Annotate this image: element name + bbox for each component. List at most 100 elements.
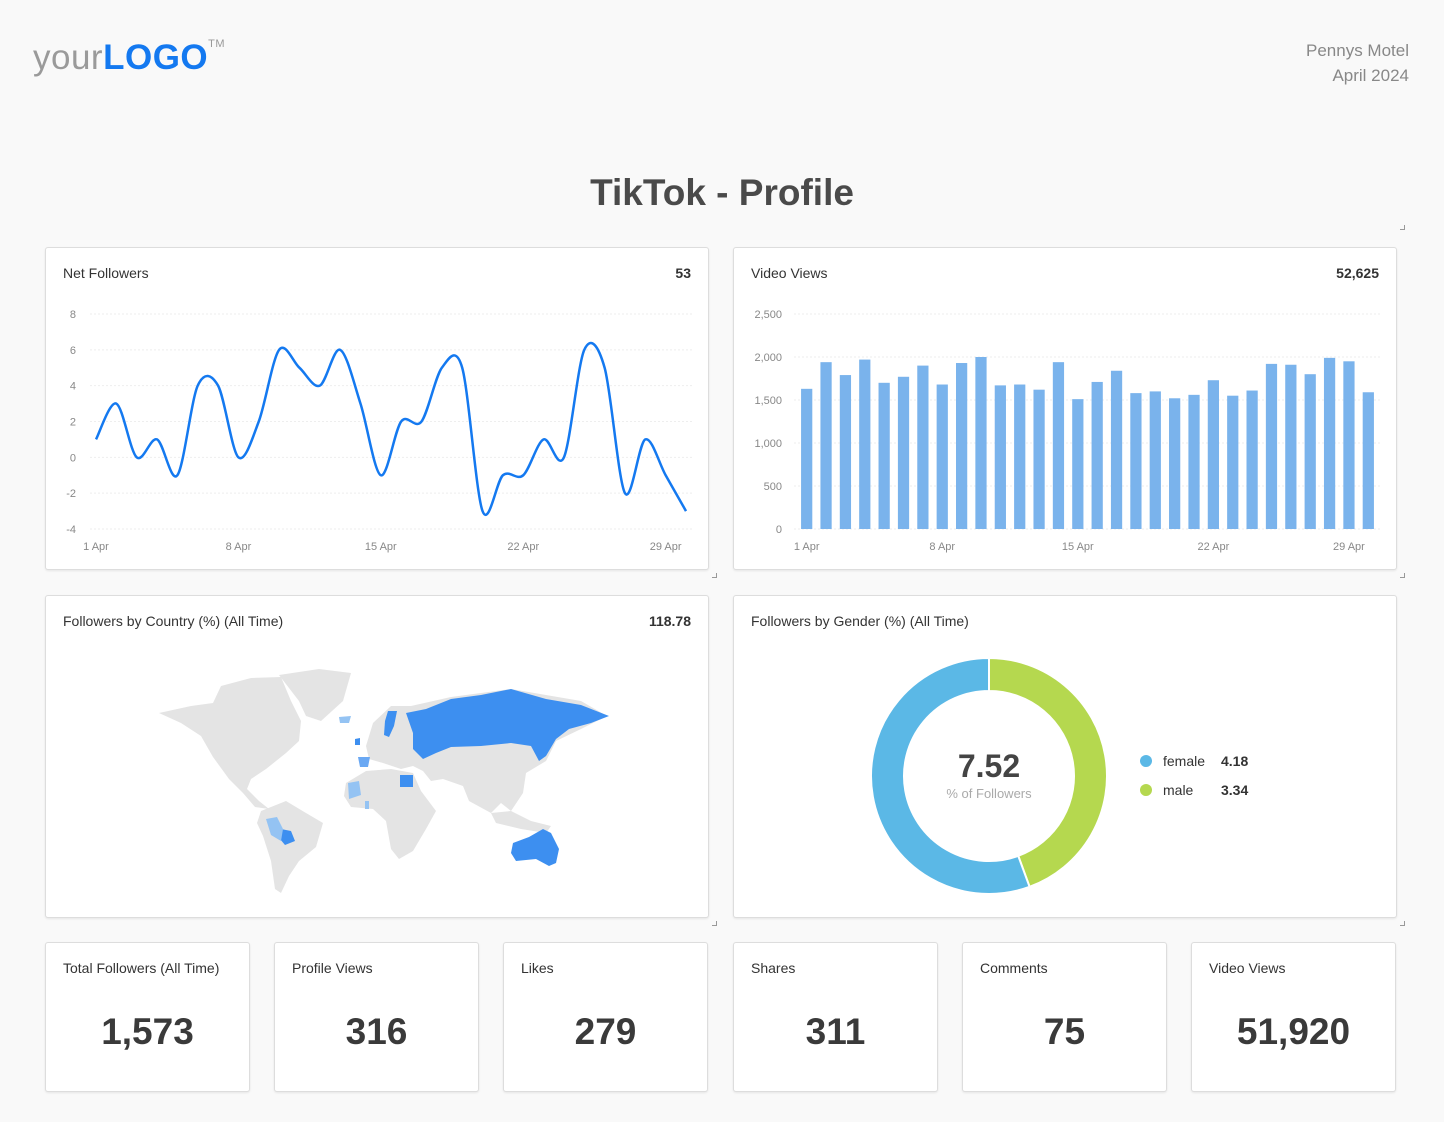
legend-value: 4.18 — [1221, 753, 1248, 769]
legend-dot-male — [1140, 784, 1152, 796]
logo: yourLOGOTM — [33, 38, 225, 78]
bar — [897, 376, 910, 529]
x-tick-label: 22 Apr — [1197, 541, 1229, 553]
map-greenland[interactable] — [279, 669, 351, 721]
kpi-value: 1,573 — [101, 1011, 194, 1052]
kpi-label: Video Views — [1209, 960, 1286, 976]
resize-handle[interactable] — [712, 573, 717, 578]
country-card: Followers by Country (%) (All Time) 118.… — [45, 595, 709, 918]
kpi-label: Profile Views — [292, 960, 373, 976]
gender-donut-chart: female 4.18 male 3.34 — [870, 656, 1248, 895]
y-tick-label: 6 — [70, 345, 76, 357]
x-tick-label: 29 Apr — [650, 541, 682, 553]
x-tick-label: 29 Apr — [1333, 541, 1365, 553]
video-views-chart: 2,500 2,000 1,500 1,000 500 0 1 Apr 8 Apr 15 Apr… — [754, 309, 1380, 553]
x-tick-label: 8 Apr — [929, 541, 955, 553]
card-total: 118.78 — [648, 613, 691, 629]
map-uk[interactable] — [355, 738, 360, 745]
bar — [1304, 374, 1316, 529]
bar — [1265, 363, 1278, 529]
map-iceland[interactable] — [339, 716, 351, 723]
y-tick-label: 2 — [70, 417, 76, 429]
bar — [859, 359, 871, 529]
bar — [1033, 389, 1045, 529]
bar — [801, 388, 813, 529]
resize-handle[interactable] — [712, 921, 717, 926]
map-ghana[interactable] — [365, 801, 369, 809]
map-egypt[interactable] — [400, 775, 413, 787]
y-tick-label: 8 — [70, 309, 76, 321]
x-tick-label: 1 Apr — [794, 541, 820, 553]
x-tick-label: 15 Apr — [1062, 541, 1094, 553]
bar — [820, 362, 832, 529]
kpi-card: Profile Views 316 — [274, 942, 479, 1092]
donut-center-label: % of Followers — [946, 786, 1032, 801]
donut-slice-male — [988, 656, 1108, 889]
x-tick-label: 15 Apr — [365, 541, 397, 553]
bar — [1227, 395, 1239, 529]
map-russia[interactable] — [406, 689, 609, 761]
y-tick-label: -4 — [66, 524, 76, 536]
bar — [1323, 357, 1336, 529]
bar — [994, 385, 1006, 529]
map-spain[interactable] — [358, 757, 370, 767]
bar — [1169, 398, 1181, 529]
kpi-label: Comments — [980, 960, 1048, 976]
logo-light: your — [33, 38, 104, 77]
net-followers-chart: 8 6 4 2 0 -2 -4 1 Apr 8 Apr 15 Apr 22 Apr 29 Apr — [66, 309, 692, 553]
kpi-value: 316 — [345, 1011, 408, 1052]
map-australia[interactable] — [511, 829, 559, 866]
donut-center-value: 7.52 — [957, 748, 1021, 784]
x-tick-label: 22 Apr — [507, 541, 539, 553]
video-views-card: Video Views 52,625 2,500 2,000 1,500 1,000 5… — [733, 247, 1397, 570]
bar — [1285, 364, 1297, 529]
y-tick-label: 2,500 — [754, 309, 782, 321]
bar — [1246, 390, 1258, 529]
bar — [1072, 399, 1084, 529]
bar — [1091, 381, 1103, 529]
map-mauritania[interactable] — [348, 781, 361, 799]
legend-value: 3.34 — [1221, 782, 1248, 798]
bar — [1110, 370, 1123, 529]
card-title: Video Views — [751, 265, 828, 281]
kpi-card: Total Followers (All Time) 1,573 — [45, 942, 250, 1092]
logo-tm: TM — [208, 38, 226, 50]
map-south-america[interactable] — [257, 801, 323, 893]
map-se-asia[interactable] — [491, 811, 551, 833]
legend-label: female — [1163, 753, 1205, 769]
bar — [839, 375, 852, 529]
card-title: Followers by Gender (%) (All Time) — [751, 613, 969, 629]
resize-handle[interactable] — [1400, 921, 1405, 926]
map-bolivia[interactable] — [280, 829, 295, 845]
kpi-value: 51,920 — [1236, 1011, 1351, 1052]
page-title: TikTok - Profile — [590, 172, 854, 213]
map-peru[interactable] — [266, 817, 283, 841]
card-title: Followers by Country (%) (All Time) — [63, 613, 284, 629]
bar — [936, 384, 948, 529]
y-tick-label: 2,000 — [754, 352, 782, 364]
kpi-card: Likes 279 — [503, 942, 708, 1092]
map-sweden[interactable] — [384, 711, 397, 737]
y-tick-label: 1,500 — [754, 395, 782, 407]
bar — [1014, 384, 1026, 529]
kpi-value: 311 — [805, 1011, 866, 1052]
kpi-card: Shares 311 — [733, 942, 938, 1092]
map-africa[interactable] — [344, 769, 436, 859]
bar — [1343, 361, 1355, 529]
kpi-card: Video Views 51,920 — [1191, 942, 1396, 1092]
resize-handle[interactable] — [1400, 225, 1405, 230]
legend-dot-female — [1140, 755, 1152, 767]
report-period: April 2024 — [1332, 66, 1409, 85]
logo-bold: LOGO — [103, 38, 209, 77]
resize-handle[interactable] — [1400, 573, 1405, 578]
y-tick-label: 0 — [776, 524, 782, 536]
bar — [1130, 393, 1142, 529]
net-followers-line — [94, 341, 688, 516]
bar — [917, 365, 929, 529]
donut-slice-female — [870, 656, 1031, 895]
client-info: Pennys Motel April 2024 — [1306, 38, 1409, 88]
map-north-america[interactable] — [159, 677, 301, 809]
x-tick-label: 1 Apr — [83, 541, 109, 553]
card-total: 52,625 — [1336, 265, 1379, 281]
